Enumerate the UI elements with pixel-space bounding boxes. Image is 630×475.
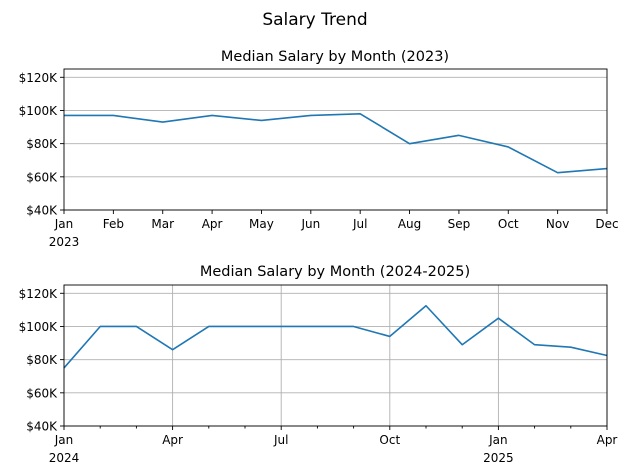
y-tick-label: $80K [26, 353, 58, 367]
y-tick-label: $120K [19, 71, 59, 85]
y-tick-label: $60K [26, 386, 58, 400]
plot-frame [63, 68, 608, 211]
y-tick-label: $40K [26, 420, 58, 434]
y-tick-label: $60K [26, 170, 58, 184]
salary-series-line [63, 304, 608, 369]
x-tick-label: Jan [54, 433, 74, 447]
y-tick-label: $80K [26, 137, 58, 151]
salary-series-line [64, 112, 608, 174]
x-tick-label: Aug [398, 217, 421, 231]
chart-title-2024-2025: Median Salary by Month (2024-2025) [200, 264, 470, 280]
x-tick-label: Oct [498, 217, 519, 231]
x-tick-label: Dec [595, 217, 618, 231]
chart-panel-2024-2025: Median Salary by Month (2024-2025) $40K $… [19, 264, 618, 465]
x-tick-label: May [249, 217, 274, 231]
x-tick-label: Jul [352, 217, 367, 231]
x-tick-label: Mar [151, 217, 174, 231]
plot-frame [63, 284, 608, 427]
chart-title-2023: Median Salary by Month (2023) [221, 49, 449, 65]
x-tick-label: Jun [300, 217, 320, 231]
y-tick-label: $100K [19, 320, 59, 334]
x-tick-label: Feb [103, 217, 124, 231]
y-tick-label: $100K [19, 104, 59, 118]
x-tick-label: Jan [54, 217, 74, 231]
x-tick-label: Apr [162, 433, 183, 447]
x-tick-label: Jul [273, 433, 288, 447]
x-tick-label: Apr [202, 217, 223, 231]
x-tick-year-label: 2024 [49, 451, 80, 465]
y-tick-label: $40K [26, 204, 58, 218]
chart-panel-2023: Median Salary by Month (2023) $40K $60K $8… [19, 49, 619, 249]
x-tick-label: Jan [488, 433, 508, 447]
x-tick-label: Oct [379, 433, 400, 447]
figure-suptitle: Salary Trend [262, 10, 367, 30]
x-tick-label: Nov [546, 217, 569, 231]
x-tick-label: Sep [448, 217, 471, 231]
x-tick-year-label: 2025 [483, 451, 514, 465]
x-tick-label: Apr [597, 433, 618, 447]
y-tick-label: $120K [19, 287, 59, 301]
x-tick-year-label: 2023 [49, 235, 80, 249]
